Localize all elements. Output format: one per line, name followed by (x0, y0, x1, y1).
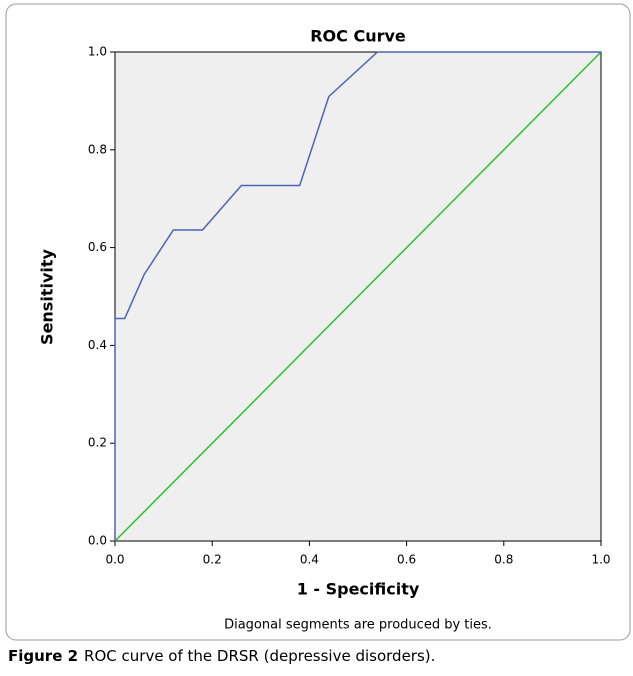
chart-title: ROC Curve (310, 27, 406, 46)
caption-text: ROC curve of the DRSR (depressive disord… (84, 647, 435, 665)
x-tick-label: 0.4 (300, 553, 319, 567)
x-tick-label: 1.0 (591, 553, 610, 567)
line (114, 51, 602, 542)
x-tick-label: 0.6 (397, 553, 416, 567)
x-axis-label: 1 - Specificity (297, 580, 420, 599)
y-tick-label: 0.0 (88, 534, 107, 548)
y-tick-label: 0.6 (88, 240, 107, 254)
caption-label: Figure 2 (8, 647, 78, 665)
x-tick-label: 0.2 (203, 553, 222, 567)
note: Diagonal segments are produced by ties. (224, 618, 492, 633)
y-tick-label: 0.2 (88, 436, 107, 450)
figure-frame (5, 3, 631, 641)
line (114, 51, 601, 541)
y-axis-label: Sensitivity (38, 248, 57, 344)
x-tick-label: 0.8 (494, 553, 513, 567)
caption: Figure 2 ROC curve of the DRSR (depressiv… (8, 647, 435, 665)
y-tick-label: 1.0 (88, 45, 107, 59)
y-tick-label: 0.4 (88, 338, 107, 352)
x-tick-label: 0.0 (105, 553, 124, 567)
y-tick-label: 0.8 (88, 142, 107, 156)
